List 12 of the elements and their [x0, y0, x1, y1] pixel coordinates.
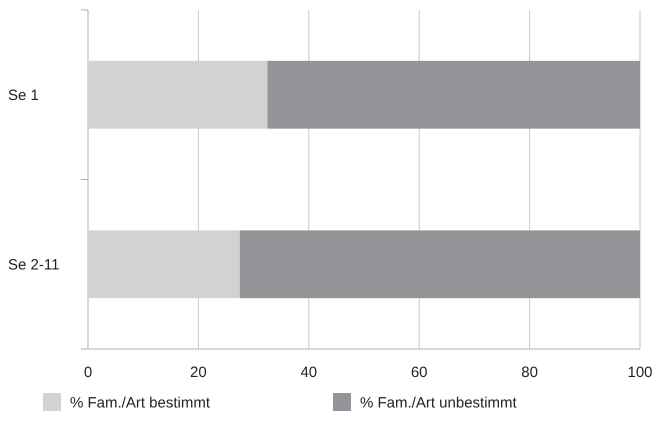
bar — [240, 230, 640, 298]
y-tick-label: Se 1 — [8, 87, 39, 104]
x-tick-label: 80 — [521, 364, 538, 381]
bar — [267, 60, 640, 129]
x-tick-label: 40 — [300, 364, 318, 381]
x-tick-label: 60 — [410, 364, 428, 381]
x-tick-label: 100 — [627, 364, 653, 381]
legend-label: % Fam./Art bestimmt — [70, 394, 211, 412]
x-tick-label: 0 — [84, 364, 92, 381]
x-tick-label: 20 — [190, 364, 207, 381]
y-tick-label: Se 2-11 — [8, 256, 60, 274]
legend-label: % Fam./Art unbestimmt — [360, 394, 518, 412]
